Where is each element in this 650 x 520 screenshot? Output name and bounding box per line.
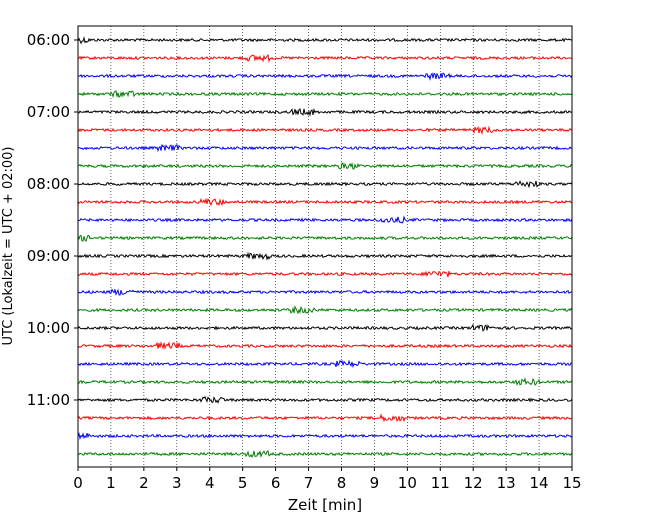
plot-frame xyxy=(77,25,573,468)
trace-line xyxy=(77,305,573,315)
trace-line xyxy=(77,162,573,170)
trace-line xyxy=(77,377,573,386)
trace-line xyxy=(77,72,573,82)
grid-lines xyxy=(110,26,540,467)
trace-line xyxy=(77,288,573,296)
trace-line xyxy=(77,323,573,332)
x-tick-label: 10 xyxy=(398,474,417,492)
trace-line xyxy=(77,143,573,153)
y-tick-label: 08:00 xyxy=(27,175,70,193)
x-tick-label: 6 xyxy=(271,474,281,492)
trace-line xyxy=(77,197,573,207)
x-tick-label: 8 xyxy=(337,474,347,492)
x-tick-label: 12 xyxy=(464,474,483,492)
x-tick-label: 4 xyxy=(205,474,215,492)
x-tick-label: 3 xyxy=(172,474,182,492)
x-axis-ticks: 0 1 2 3 4 5 6 7 8 9 10 11 12 13 14 15 xyxy=(73,467,582,492)
trace-line xyxy=(77,89,573,99)
y-tick-label: 09:00 xyxy=(27,247,70,265)
x-tick-label: 9 xyxy=(370,474,380,492)
y-axis-ticks: 06:00 07:00 08:00 09:00 10:00 11:00 xyxy=(27,31,78,409)
trace-line xyxy=(77,413,573,423)
x-tick-label: 1 xyxy=(106,474,116,492)
trace-line xyxy=(77,35,573,45)
trace-line xyxy=(77,251,573,261)
trace-line xyxy=(77,215,573,224)
trace-line xyxy=(77,53,573,63)
x-tick-label: 13 xyxy=(497,474,516,492)
trace-line xyxy=(77,107,573,117)
y-tick-label: 10:00 xyxy=(27,319,70,337)
x-tick-label: 5 xyxy=(238,474,248,492)
trace-line xyxy=(77,234,573,243)
trace-line xyxy=(77,395,573,404)
x-tick-label: 15 xyxy=(562,474,581,492)
trace-line xyxy=(77,450,573,459)
y-tick-label: 06:00 xyxy=(27,31,70,49)
x-tick-label: 14 xyxy=(530,474,549,492)
trace-line xyxy=(77,125,573,135)
traces xyxy=(77,35,573,459)
y-axis-label: UTC (Lokalzeit = UTC + 02:00) xyxy=(1,147,16,346)
y-tick-label: 11:00 xyxy=(27,391,70,409)
x-tick-label: 11 xyxy=(431,474,450,492)
x-axis-label: Zeit [min] xyxy=(288,496,362,514)
trace-line xyxy=(77,432,573,441)
x-tick-label: 2 xyxy=(139,474,149,492)
x-tick-label: 0 xyxy=(73,474,83,492)
trace-line xyxy=(77,180,573,189)
trace-line xyxy=(77,341,573,350)
y-tick-label: 07:00 xyxy=(27,103,70,121)
x-tick-label: 7 xyxy=(304,474,314,492)
trace-line xyxy=(77,359,573,369)
trace-line xyxy=(77,270,573,278)
